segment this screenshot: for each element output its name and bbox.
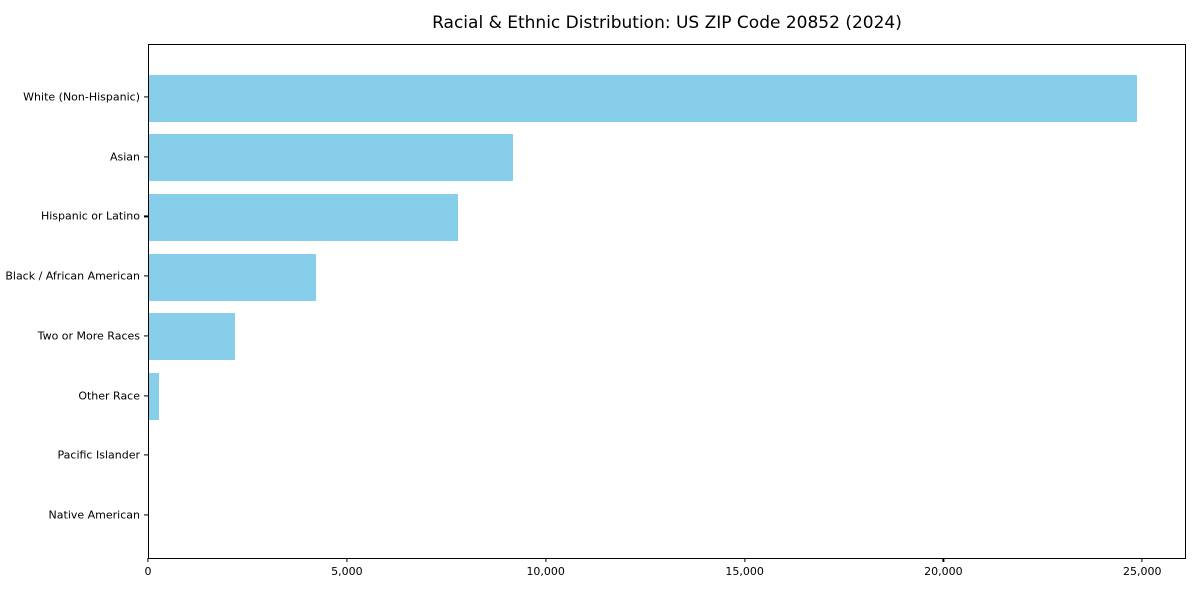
y-tick-mark: [144, 514, 148, 516]
y-tick-label: Asian: [109, 150, 140, 164]
plot-area: [148, 44, 1186, 559]
x-tick-label: 15,000: [725, 565, 764, 578]
y-tick-label: White (Non-Hispanic): [23, 90, 140, 104]
bar-white-non-hispanic: [149, 74, 1138, 122]
y-tick-mark: [144, 215, 148, 217]
y-tick-mark: [144, 394, 148, 397]
y-tick-mark: [144, 454, 148, 456]
y-tick-mark: [144, 275, 148, 277]
y-tick-label: Two or More Races: [37, 329, 140, 343]
x-tick-mark: [545, 558, 547, 562]
x-tick-label: 25,000: [1123, 565, 1162, 578]
x-tick-mark: [744, 558, 746, 562]
bar-two-or-more-races: [149, 313, 235, 361]
y-tick-mark: [144, 96, 148, 98]
y-tick-label: Black / African American: [5, 269, 140, 283]
x-tick-label: 0: [144, 565, 152, 578]
x-tick-mark: [147, 558, 149, 562]
x-tick-label: 5,000: [331, 565, 363, 578]
chart-title: Racial & Ethnic Distribution: US ZIP Cod…: [432, 13, 902, 33]
bar-asian: [149, 134, 514, 182]
y-tick-mark: [144, 156, 148, 158]
bar-other-race: [149, 373, 159, 421]
y-tick-label: Other Race: [78, 389, 140, 403]
bar-hispanic-or-latino: [149, 193, 458, 241]
x-tick-mark: [942, 558, 944, 562]
x-tick-mark: [346, 558, 348, 562]
x-tick-label: 10,000: [526, 565, 565, 578]
x-tick-label: 20,000: [924, 565, 963, 578]
y-tick-label: Pacific Islander: [57, 448, 140, 462]
y-tick-label: Native American: [48, 508, 140, 522]
y-tick-label: Hispanic or Latino: [40, 209, 140, 223]
y-tick-mark: [144, 335, 148, 337]
x-tick-mark: [1141, 558, 1143, 562]
bar-black-african-american: [149, 253, 317, 301]
